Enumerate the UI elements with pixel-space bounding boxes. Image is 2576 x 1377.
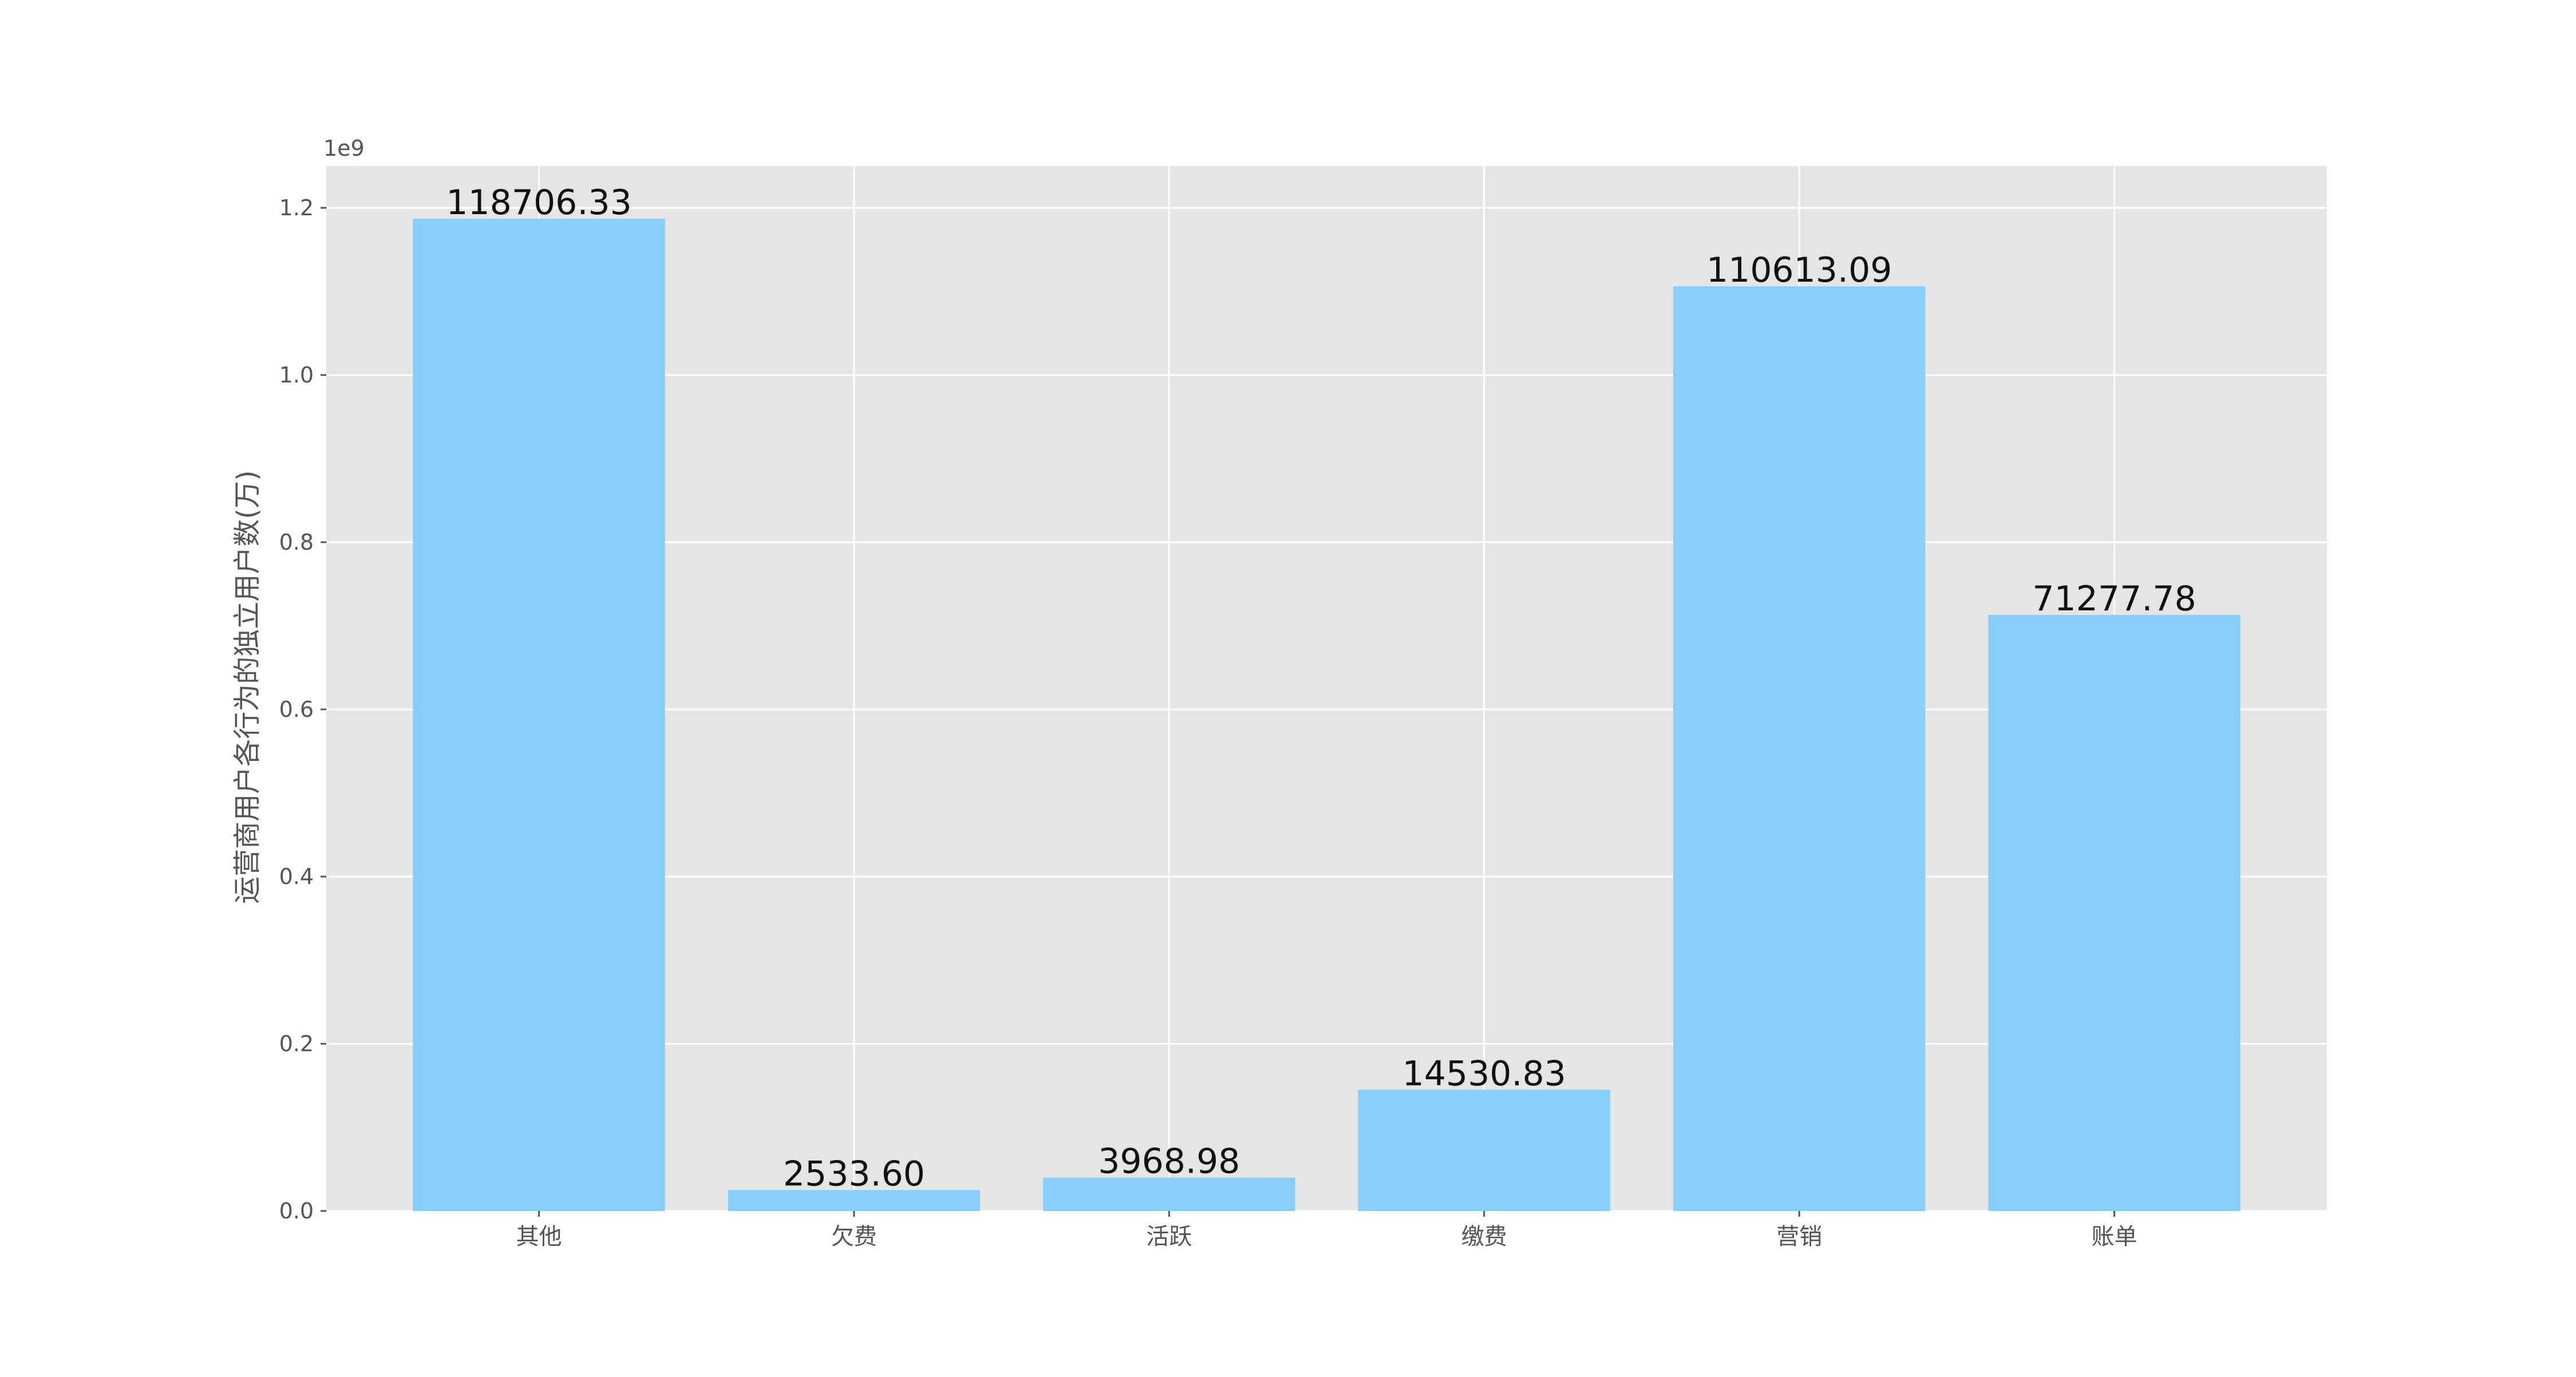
y-axis-label: 运营商用户各行为的独立用户数(万) <box>231 470 263 903</box>
x-category-label: 缴费 <box>1461 1224 1507 1250</box>
bar-value-label: 110613.09 <box>1706 250 1892 290</box>
bar <box>1043 1177 1295 1211</box>
bar-value-label: 71277.78 <box>2032 579 2196 619</box>
y-tick-label: 0.6 <box>279 697 314 722</box>
y-tick-label: 0.2 <box>279 1031 314 1056</box>
x-category-label: 账单 <box>2091 1224 2137 1250</box>
bar <box>1673 286 1926 1211</box>
y-tick-label: 0.8 <box>279 530 314 555</box>
y-tick-label: 0.0 <box>279 1198 314 1224</box>
y-offset-label: 1e9 <box>323 136 365 161</box>
bars <box>413 218 2241 1212</box>
data-labels: 118706.33 2533.60 3968.98 14530.83 110613.09… <box>446 183 2196 1194</box>
bar-value-label: 14530.83 <box>1402 1054 1566 1094</box>
y-tick-label: 1.0 <box>279 362 314 388</box>
x-category-label: 欠费 <box>831 1224 877 1250</box>
x-category-label: 其他 <box>516 1224 562 1250</box>
axes: 0.0 0.2 0.4 0.6 0.8 1.0 1.2 其他 欠费 活跃 缴费 营销 账单 <box>279 195 2138 1250</box>
bar-value-label: 2533.60 <box>783 1154 925 1194</box>
bar <box>1988 615 2241 1211</box>
x-category-label: 活跃 <box>1146 1224 1192 1250</box>
bar <box>728 1190 981 1211</box>
x-category-label: 营销 <box>1776 1224 1822 1250</box>
bar-value-label: 118706.33 <box>446 183 631 223</box>
y-tick-label: 0.4 <box>279 864 314 889</box>
bar-value-label: 3968.98 <box>1098 1142 1240 1182</box>
bar <box>413 218 665 1212</box>
y-tick-label: 1.2 <box>279 195 314 220</box>
bar <box>1358 1090 1610 1211</box>
